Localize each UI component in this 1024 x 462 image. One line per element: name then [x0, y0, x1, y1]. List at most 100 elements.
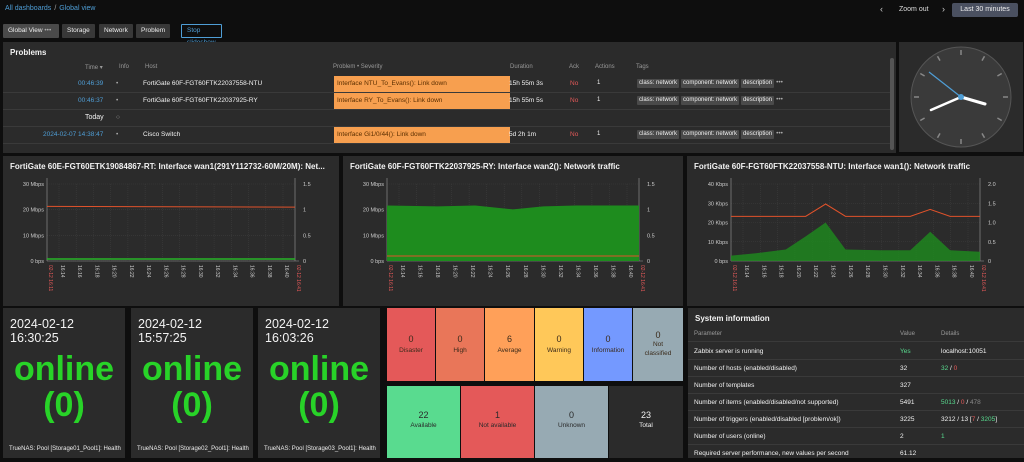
problem-actions[interactable]: 1 — [597, 97, 601, 103]
info-icon: • — [116, 131, 119, 138]
tag: class: network — [637, 130, 680, 139]
traffic-graph[interactable]: 30 Mbps 1.5 20 Mbps 1 10 Mbps 0.5 0 bps 0 16:14 1… — [343, 156, 683, 306]
problem-duration[interactable]: 5d 2h 1m — [509, 131, 537, 138]
tab-global-view[interactable]: Global View ••• — [3, 24, 59, 38]
y2-tick-label: 1 — [303, 208, 306, 214]
x-tick-label: 16:22 — [812, 265, 818, 278]
time-range-button[interactable]: Last 30 minutes — [952, 3, 1018, 17]
more-tags-icon[interactable]: ••• — [776, 96, 783, 103]
severity-count: 0 — [457, 334, 463, 344]
analog-clock-icon — [910, 46, 1012, 148]
x-tick-label: 16:16 — [76, 265, 82, 278]
problem-actions[interactable]: 1 — [597, 131, 601, 137]
host-label: Not available — [478, 422, 517, 429]
problem-duration[interactable]: 15h 55m 3s — [509, 80, 543, 87]
details: 32 / 0 — [941, 365, 958, 372]
zoom-out-button[interactable]: Zoom out — [899, 6, 929, 13]
table-row-date-divider: Today ○ — [3, 110, 893, 127]
severity-disaster[interactable]: 0 Disaster — [387, 308, 435, 381]
severity-count: 0 — [556, 334, 562, 344]
graph-widget-ntu: FortiGate 60F-FGT60FTK22037558-NTU: Inte… — [687, 156, 1024, 306]
tag: component: network — [681, 79, 740, 88]
problem-ack[interactable]: No — [570, 131, 579, 138]
col-time[interactable]: Time ▾ — [85, 65, 103, 71]
problem-time[interactable]: 2024-02-07 14:38:47 — [43, 131, 104, 138]
breadcrumb-all-dashboards[interactable]: All dashboards — [5, 5, 52, 12]
y2-tick-label: 0.5 — [303, 233, 311, 239]
y-tick-label: 10 Kbps — [708, 240, 728, 246]
y-tick-label: 10 Mbps — [363, 233, 384, 239]
x-tick-label: 16:24 — [487, 265, 493, 278]
x-tick-label: 16:22 — [469, 265, 475, 278]
tag: description — [741, 96, 775, 105]
graph-widget-ry: FortiGate 60F-FGT60FTK22037925-RY: Inter… — [343, 156, 683, 306]
problem-host[interactable]: Cisco Switch — [143, 131, 181, 138]
stop-slideshow-button[interactable]: Stop slideshow — [181, 24, 222, 46]
severity-information[interactable]: 0 Information — [584, 308, 632, 381]
prev-period-icon[interactable]: ‹ — [880, 4, 883, 14]
x-end-label: 02-12 16:41 — [980, 265, 986, 292]
breadcrumb: All dashboards / Global view — [5, 5, 95, 12]
x-tick-label: 16:36 — [933, 265, 939, 278]
param: Number of items (enabled/disabled/not su… — [694, 399, 839, 406]
problem-name[interactable]: Interface RY_To_Evans(): Link down — [334, 93, 510, 109]
problem-duration[interactable]: 15h 55m 5s — [509, 97, 543, 104]
pool-health-widget-1: 2024-02-12 16:30:25 online (0) TrueNAS: … — [3, 308, 125, 458]
problem-name[interactable]: Interface Gi1/0/44(): Link down — [334, 127, 510, 143]
col-problem[interactable]: Problem • Severity — [333, 64, 383, 70]
y-tick-label: 0 bps — [371, 259, 385, 265]
severity-high[interactable]: 0 High — [436, 308, 484, 381]
table-header: Parameter Value Details — [688, 326, 1024, 342]
hosts-total[interactable]: 23 Total — [609, 386, 683, 458]
tab-problem[interactable]: Problem — [136, 24, 171, 38]
problem-ack[interactable]: No — [570, 97, 579, 104]
problems-scrollbar[interactable] — [890, 58, 894, 150]
pool-label: TrueNAS: Pool [Storage03_Pool1]: Health — [264, 446, 376, 452]
hosts-available[interactable]: 22 Available — [387, 386, 460, 458]
hosts-unknown[interactable]: 0 Unknown — [535, 386, 608, 458]
widget-title: FortiGate 60F-FGT60FTK22037558-NTU: Inte… — [694, 162, 971, 171]
y2-tick-label: 1.5 — [647, 182, 655, 188]
x-tick-label: 16:30 — [539, 265, 545, 278]
widget-title: FortiGate 60E-FGT60ETK19084867-RT: Inter… — [10, 162, 325, 171]
severity-label: High — [453, 347, 467, 354]
traffic-graph[interactable]: 30 Mbps 1.5 20 Mbps 1 10 Mbps 0.5 0 bps 0 16:14 1… — [3, 156, 339, 306]
table-row: Number of users (online) 2 1 — [688, 428, 1024, 445]
next-period-icon[interactable]: › — [942, 4, 945, 14]
param: Number of triggers (enabled/disabled [pr… — [694, 416, 841, 423]
severity-average[interactable]: 6 Average — [485, 308, 534, 381]
more-tags-icon[interactable]: ••• — [776, 79, 783, 86]
problem-host[interactable]: FortiGate 60F-FGT60FTK22037925-RY — [143, 97, 258, 104]
pool-status-value: (0) — [298, 386, 340, 424]
tab-network[interactable]: Network — [99, 24, 133, 38]
tab-menu-icon[interactable]: ••• — [44, 27, 52, 34]
value: 327 — [900, 382, 911, 389]
traffic-graph[interactable]: 40 Kbps 2.0 30 Kbps 1.5 20 Kbps 1.0 10 Kbps 0.5… — [687, 156, 1024, 306]
problem-ack[interactable]: No — [570, 80, 579, 87]
problem-tags: class: network component: network descript… — [637, 130, 783, 139]
y-tick-label: 0 bps — [31, 259, 45, 265]
severity-warning[interactable]: 0 Warning — [535, 308, 583, 381]
x-tick-label: 16:34 — [916, 265, 922, 278]
hosts-not-available[interactable]: 1 Not available — [461, 386, 534, 458]
x-end-label: 02-12 16:41 — [639, 265, 645, 292]
problem-time[interactable]: 00:46:37 — [78, 97, 104, 104]
problem-host[interactable]: FortiGate 60F-FGT60FTK22037558-NTU — [143, 80, 263, 87]
problem-actions[interactable]: 1 — [597, 80, 601, 86]
problem-time[interactable]: 00:46:39 — [78, 80, 104, 87]
widget-title: Problems — [10, 48, 47, 57]
severity-not-classified[interactable]: 0 Not classified — [633, 308, 683, 381]
breadcrumb-global-view[interactable]: Global view — [59, 5, 96, 12]
severity-label: Information — [591, 347, 625, 354]
date-divider: Today — [85, 114, 104, 121]
problem-name[interactable]: Interface NTU_To_Evans(): Link down — [334, 76, 510, 92]
x-tick-label: 16:24 — [830, 265, 836, 278]
x-start-label: 02-12 16:11 — [387, 265, 393, 292]
more-tags-icon[interactable]: ••• — [776, 130, 783, 137]
clock-widget — [899, 42, 1023, 152]
tab-storage[interactable]: Storage — [62, 24, 95, 38]
col-host[interactable]: Host — [145, 64, 158, 70]
tag: description — [741, 79, 775, 88]
table-row: Number of items (enabled/disabled/not su… — [688, 394, 1024, 411]
pool-status: online — [141, 350, 243, 388]
